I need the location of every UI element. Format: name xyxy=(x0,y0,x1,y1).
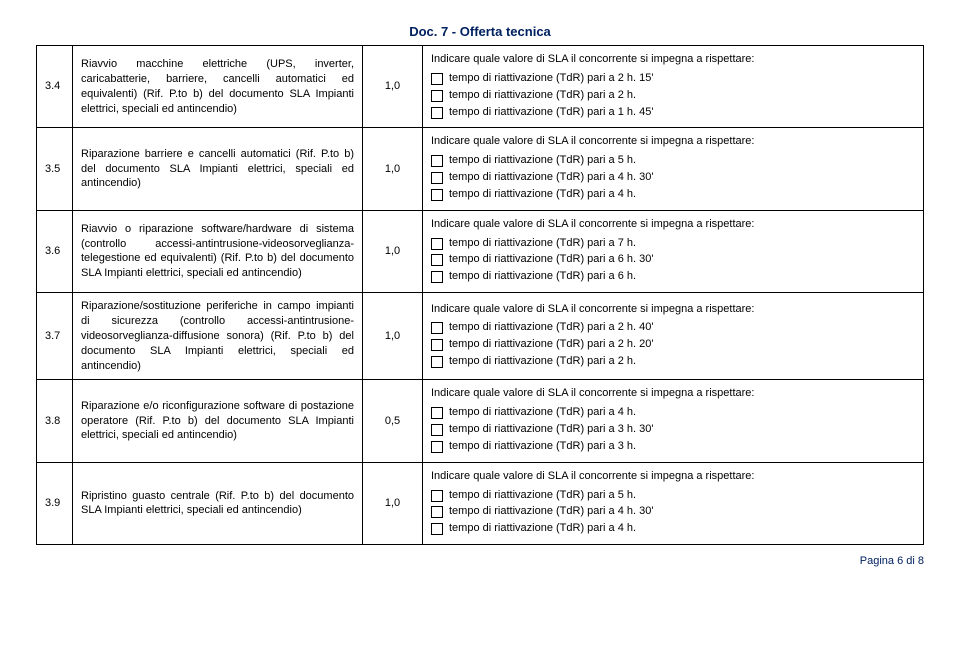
checkbox-icon[interactable] xyxy=(431,441,443,453)
row-sla-options: Indicare quale valore di SLA il concorre… xyxy=(423,380,924,462)
row-id: 3.9 xyxy=(37,462,73,544)
row-id: 3.5 xyxy=(37,128,73,210)
sla-option-label: tempo di riattivazione (TdR) pari a 4 h. xyxy=(449,405,636,420)
sla-option: tempo di riattivazione (TdR) pari a 5 h. xyxy=(431,488,915,503)
sla-option: tempo di riattivazione (TdR) pari a 7 h. xyxy=(431,236,915,251)
sla-option: tempo di riattivazione (TdR) pari a 1 h.… xyxy=(431,105,915,120)
table-row: 3.7Riparazione/sostituzione periferiche … xyxy=(37,293,924,380)
row-points: 1,0 xyxy=(363,128,423,210)
sla-option-label: tempo di riattivazione (TdR) pari a 3 h.… xyxy=(449,422,653,437)
sla-heading: Indicare quale valore di SLA il concorre… xyxy=(431,134,915,149)
sla-option: tempo di riattivazione (TdR) pari a 2 h. xyxy=(431,354,915,369)
sla-option: tempo di riattivazione (TdR) pari a 2 h.… xyxy=(431,337,915,352)
checkbox-icon[interactable] xyxy=(431,271,443,283)
checkbox-icon[interactable] xyxy=(431,155,443,167)
row-description: Ripristino guasto centrale (Rif. P.to b)… xyxy=(73,462,363,544)
checkbox-icon[interactable] xyxy=(431,506,443,518)
page-footer: Pagina 6 di 8 xyxy=(36,555,924,567)
table-row: 3.9Ripristino guasto centrale (Rif. P.to… xyxy=(37,462,924,544)
checkbox-icon[interactable] xyxy=(431,424,443,436)
checkbox-icon[interactable] xyxy=(431,73,443,85)
sla-option: tempo di riattivazione (TdR) pari a 5 h. xyxy=(431,153,915,168)
sla-option-label: tempo di riattivazione (TdR) pari a 2 h.… xyxy=(449,71,653,86)
sla-option-label: tempo di riattivazione (TdR) pari a 4 h.… xyxy=(449,504,653,519)
sla-option-label: tempo di riattivazione (TdR) pari a 1 h.… xyxy=(449,105,653,120)
sla-option-label: tempo di riattivazione (TdR) pari a 2 h.… xyxy=(449,337,653,352)
sla-option: tempo di riattivazione (TdR) pari a 2 h.… xyxy=(431,320,915,335)
row-description: Riparazione/sostituzione periferiche in … xyxy=(73,293,363,380)
checkbox-icon[interactable] xyxy=(431,238,443,250)
table-row: 3.8Riparazione e/o riconfigurazione soft… xyxy=(37,380,924,462)
row-description: Riparazione e/o riconfigurazione softwar… xyxy=(73,380,363,462)
row-description: Riparazione barriere e cancelli automati… xyxy=(73,128,363,210)
checkbox-icon[interactable] xyxy=(431,407,443,419)
sla-table: 3.4Riavvio macchine elettriche (UPS, inv… xyxy=(36,45,924,545)
sla-heading: Indicare quale valore di SLA il concorre… xyxy=(431,469,915,484)
table-row: 3.4Riavvio macchine elettriche (UPS, inv… xyxy=(37,46,924,128)
row-sla-options: Indicare quale valore di SLA il concorre… xyxy=(423,46,924,128)
checkbox-icon[interactable] xyxy=(431,189,443,201)
sla-option: tempo di riattivazione (TdR) pari a 3 h.… xyxy=(431,422,915,437)
row-sla-options: Indicare quale valore di SLA il concorre… xyxy=(423,210,924,292)
sla-option: tempo di riattivazione (TdR) pari a 3 h. xyxy=(431,439,915,454)
doc-header: Doc. 7 - Offerta tecnica xyxy=(36,24,924,39)
checkbox-icon[interactable] xyxy=(431,339,443,351)
row-sla-options: Indicare quale valore di SLA il concorre… xyxy=(423,293,924,380)
sla-option-label: tempo di riattivazione (TdR) pari a 2 h. xyxy=(449,354,636,369)
sla-option-label: tempo di riattivazione (TdR) pari a 3 h. xyxy=(449,439,636,454)
sla-option-label: tempo di riattivazione (TdR) pari a 7 h. xyxy=(449,236,636,251)
sla-option-label: tempo di riattivazione (TdR) pari a 2 h.… xyxy=(449,320,653,335)
sla-option-label: tempo di riattivazione (TdR) pari a 6 h. xyxy=(449,269,636,284)
sla-option-label: tempo di riattivazione (TdR) pari a 6 h.… xyxy=(449,252,653,267)
row-points: 1,0 xyxy=(363,462,423,544)
sla-heading: Indicare quale valore di SLA il concorre… xyxy=(431,386,915,401)
sla-option: tempo di riattivazione (TdR) pari a 2 h. xyxy=(431,88,915,103)
row-description: Riavvio o riparazione software/hardware … xyxy=(73,210,363,292)
table-row: 3.5Riparazione barriere e cancelli autom… xyxy=(37,128,924,210)
row-points: 0,5 xyxy=(363,380,423,462)
sla-option: tempo di riattivazione (TdR) pari a 4 h.… xyxy=(431,504,915,519)
checkbox-icon[interactable] xyxy=(431,172,443,184)
sla-option-label: tempo di riattivazione (TdR) pari a 5 h. xyxy=(449,153,636,168)
sla-option: tempo di riattivazione (TdR) pari a 4 h. xyxy=(431,405,915,420)
sla-heading: Indicare quale valore di SLA il concorre… xyxy=(431,302,915,317)
sla-option: tempo di riattivazione (TdR) pari a 6 h. xyxy=(431,269,915,284)
row-points: 1,0 xyxy=(363,210,423,292)
row-id: 3.7 xyxy=(37,293,73,380)
sla-option: tempo di riattivazione (TdR) pari a 6 h.… xyxy=(431,252,915,267)
sla-option-label: tempo di riattivazione (TdR) pari a 5 h. xyxy=(449,488,636,503)
checkbox-icon[interactable] xyxy=(431,107,443,119)
row-description: Riavvio macchine elettriche (UPS, invert… xyxy=(73,46,363,128)
row-points: 1,0 xyxy=(363,293,423,380)
sla-heading: Indicare quale valore di SLA il concorre… xyxy=(431,217,915,232)
sla-option: tempo di riattivazione (TdR) pari a 4 h. xyxy=(431,187,915,202)
row-sla-options: Indicare quale valore di SLA il concorre… xyxy=(423,462,924,544)
checkbox-icon[interactable] xyxy=(431,490,443,502)
sla-option-label: tempo di riattivazione (TdR) pari a 4 h. xyxy=(449,521,636,536)
row-id: 3.6 xyxy=(37,210,73,292)
sla-option-label: tempo di riattivazione (TdR) pari a 2 h. xyxy=(449,88,636,103)
sla-option: tempo di riattivazione (TdR) pari a 2 h.… xyxy=(431,71,915,86)
sla-option-label: tempo di riattivazione (TdR) pari a 4 h. xyxy=(449,187,636,202)
row-points: 1,0 xyxy=(363,46,423,128)
checkbox-icon[interactable] xyxy=(431,356,443,368)
checkbox-icon[interactable] xyxy=(431,523,443,535)
checkbox-icon[interactable] xyxy=(431,254,443,266)
checkbox-icon[interactable] xyxy=(431,322,443,334)
sla-option: tempo di riattivazione (TdR) pari a 4 h.… xyxy=(431,170,915,185)
row-id: 3.8 xyxy=(37,380,73,462)
row-id: 3.4 xyxy=(37,46,73,128)
sla-option-label: tempo di riattivazione (TdR) pari a 4 h.… xyxy=(449,170,653,185)
sla-option: tempo di riattivazione (TdR) pari a 4 h. xyxy=(431,521,915,536)
sla-heading: Indicare quale valore di SLA il concorre… xyxy=(431,52,915,67)
checkbox-icon[interactable] xyxy=(431,90,443,102)
table-row: 3.6Riavvio o riparazione software/hardwa… xyxy=(37,210,924,292)
row-sla-options: Indicare quale valore di SLA il concorre… xyxy=(423,128,924,210)
